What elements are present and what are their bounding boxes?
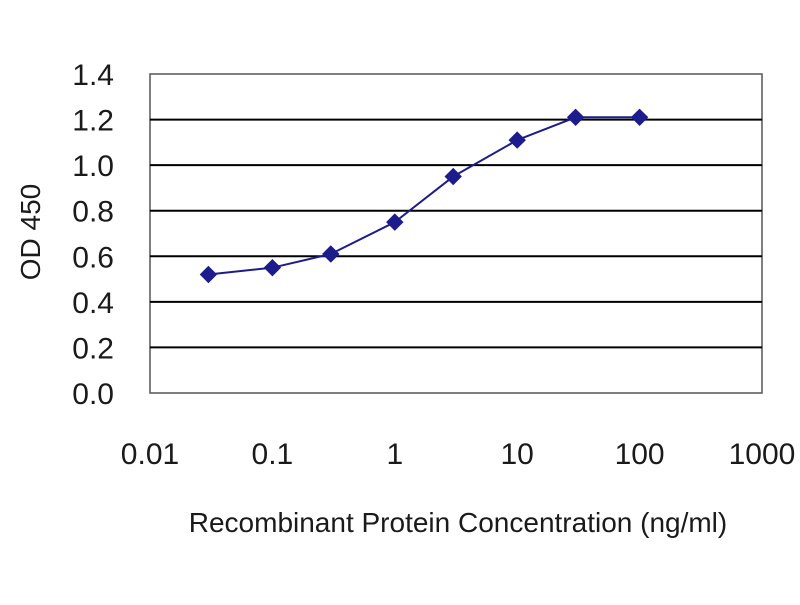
plot-area [149, 73, 763, 394]
y-tick-labels: 0.0 0.2 0.4 0.6 0.8 1.0 1.2 1.4 [72, 59, 114, 411]
x-tick-label: 1 [386, 438, 403, 471]
x-tick-label: 100 [615, 438, 665, 471]
data-point-marker [444, 167, 462, 186]
grid-lines [150, 118, 762, 349]
series-line-group [208, 116, 640, 276]
data-point-marker [566, 108, 585, 126]
y-tick-label: 0.4 [72, 287, 114, 320]
y-tick-label: 0.0 [72, 378, 114, 411]
y-tick-label: 1.2 [72, 105, 114, 138]
data-point-marker [386, 213, 404, 231]
data-point-marker [630, 108, 649, 126]
y-tick-label: 0.6 [72, 241, 114, 274]
y-tick-label: 0.2 [72, 332, 114, 365]
x-tick-labels: 0.01 0.1 1 10 100 1000 [121, 438, 796, 471]
data-point-marker [263, 258, 282, 277]
x-tick-label: 0.1 [252, 438, 294, 471]
y-tick-label: 1.0 [72, 150, 114, 183]
x-tick-label: 0.01 [121, 438, 179, 471]
y-axis-title: OD 450 [15, 184, 46, 281]
series-line [208, 116, 640, 276]
x-tick-label: 1000 [729, 438, 796, 471]
x-axis-title: Recombinant Protein Concentration (ng/ml… [189, 507, 727, 538]
data-point-marker [199, 265, 218, 284]
x-tick-label: 10 [501, 438, 534, 471]
plot-frame [149, 73, 763, 394]
series-markers [199, 108, 649, 284]
data-point-marker [322, 245, 340, 263]
y-tick-label: 0.8 [72, 196, 114, 229]
data-point-marker [508, 131, 526, 149]
y-tick-label: 1.4 [72, 59, 114, 92]
